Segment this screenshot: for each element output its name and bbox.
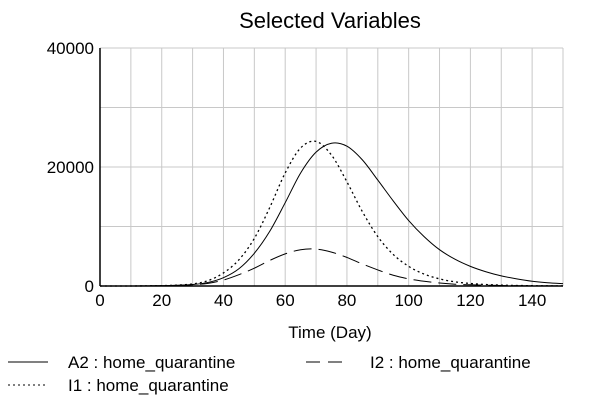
x-tick-label: 120 <box>456 291 484 310</box>
legend-label-1: A2 : home_quarantine <box>68 353 235 372</box>
series-line-1 <box>99 142 564 287</box>
y-tick-label: 20000 <box>47 158 94 177</box>
chart-title: Selected Variables <box>239 8 421 33</box>
x-tick-label: 20 <box>152 291 171 310</box>
x-tick-label: 0 <box>95 291 104 310</box>
x-tick-label: 100 <box>394 291 422 310</box>
y-tick-label: 0 <box>85 277 94 296</box>
x-tick-label: 40 <box>214 291 233 310</box>
legend: A2 : home_quarantine I2 : home_quarantine… <box>8 353 531 395</box>
y-tick-label: 40000 <box>47 39 94 58</box>
x-axis-label: Time (Day) <box>288 323 371 342</box>
y-tick-labels: 0 20000 40000 <box>47 39 94 296</box>
legend-label-3: I1 : home_quarantine <box>68 376 229 395</box>
legend-label-2: I2 : home_quarantine <box>370 353 531 372</box>
x-tick-label: 140 <box>518 291 546 310</box>
x-tick-label: 80 <box>337 291 356 310</box>
x-tick-labels: 0 20 40 60 80 100 120 140 <box>95 291 546 310</box>
grid-lines <box>100 47 564 286</box>
x-tick-label: 60 <box>276 291 295 310</box>
